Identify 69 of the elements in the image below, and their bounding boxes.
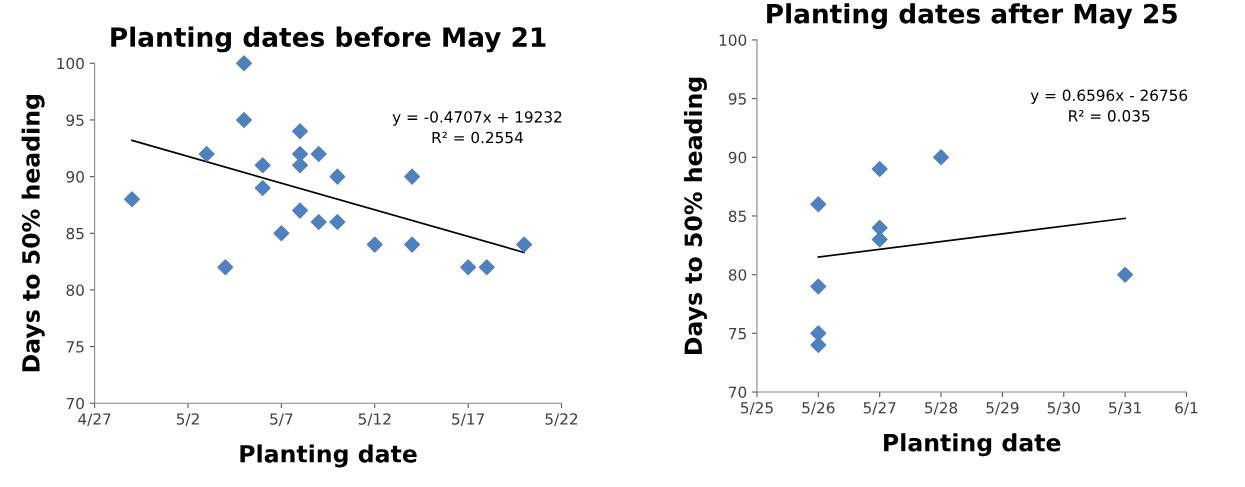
y-tick-label: 90: [66, 171, 84, 183]
point: [292, 202, 309, 219]
point: [810, 337, 827, 354]
point: [404, 236, 421, 253]
y-tick-label: 85: [728, 210, 746, 223]
point: [871, 219, 888, 236]
point: [871, 161, 888, 178]
point: [404, 168, 421, 185]
point: [1117, 266, 1134, 283]
y-tick-label: 100: [719, 34, 747, 46]
point: [236, 55, 252, 72]
point: [810, 196, 827, 213]
point: [292, 157, 309, 174]
x-tick-label: 5/2: [176, 413, 199, 426]
x-tick-label: 5/12: [358, 413, 391, 426]
x-tick-label: 5/22: [545, 413, 578, 426]
point: [329, 168, 346, 185]
point: [310, 145, 327, 162]
x-tick-label: 5/27: [863, 402, 896, 415]
y-tick-label: 75: [66, 341, 84, 353]
point: [273, 225, 290, 242]
annotation: R² = 0.035: [1069, 110, 1150, 122]
x-tick-label: 5/25: [740, 402, 773, 415]
point: [478, 259, 495, 276]
y-tick-label: 85: [66, 227, 84, 240]
point: [933, 149, 950, 166]
y-tick-label: 95: [66, 114, 84, 126]
point: [810, 325, 827, 342]
x-tick-label: 5/26: [802, 402, 835, 415]
point: [254, 157, 271, 174]
x-axis-title: Planting date: [884, 433, 1061, 457]
y-tick-label: 95: [728, 93, 746, 105]
point: [516, 236, 533, 253]
y-tick-label: 80: [728, 269, 747, 281]
x-tick-label: 5/30: [1047, 402, 1080, 415]
y-tick-label: 90: [728, 151, 747, 164]
point: [366, 236, 383, 253]
point: [310, 213, 327, 230]
point: [810, 278, 827, 295]
y-tick-label: 70: [66, 397, 84, 410]
y-tick-label: 100: [57, 57, 84, 70]
x-tick-label: 5/17: [452, 413, 484, 426]
x-tick-label: 5/29: [986, 402, 1019, 415]
annotation: R² = 0.2554: [432, 131, 523, 144]
x-tick-label: 5/7: [270, 413, 293, 426]
point: [329, 213, 346, 230]
x-tick-label: 6/1: [1175, 402, 1198, 415]
y-axis-title: Days to 50% heading: [683, 77, 707, 355]
point: [123, 191, 140, 208]
x-tick-label: 5/31: [1109, 402, 1141, 415]
y-axis-title: Days to 50% heading: [21, 95, 45, 372]
x-axis-title: Planting date: [240, 444, 417, 468]
point: [460, 259, 477, 276]
chart-title: Planting dates before May 21: [111, 26, 546, 53]
point: [236, 111, 252, 128]
point: [871, 231, 888, 248]
x-tick-label: 5/28: [925, 402, 958, 415]
point: [198, 145, 215, 162]
chart-title: Planting dates after May 25: [767, 3, 1177, 29]
point: [254, 179, 271, 196]
y-tick-label: 80: [66, 284, 84, 296]
annotation: y = -0.4707x + 19232: [392, 111, 562, 126]
y-tick-label: 75: [729, 328, 746, 340]
y-tick-label: 70: [729, 386, 747, 399]
point: [217, 259, 234, 276]
point: [292, 123, 309, 140]
annotation: y = 0.6596x - 26756: [1030, 89, 1188, 105]
point: [292, 145, 309, 162]
x-tick-label: 4/27: [78, 413, 111, 426]
